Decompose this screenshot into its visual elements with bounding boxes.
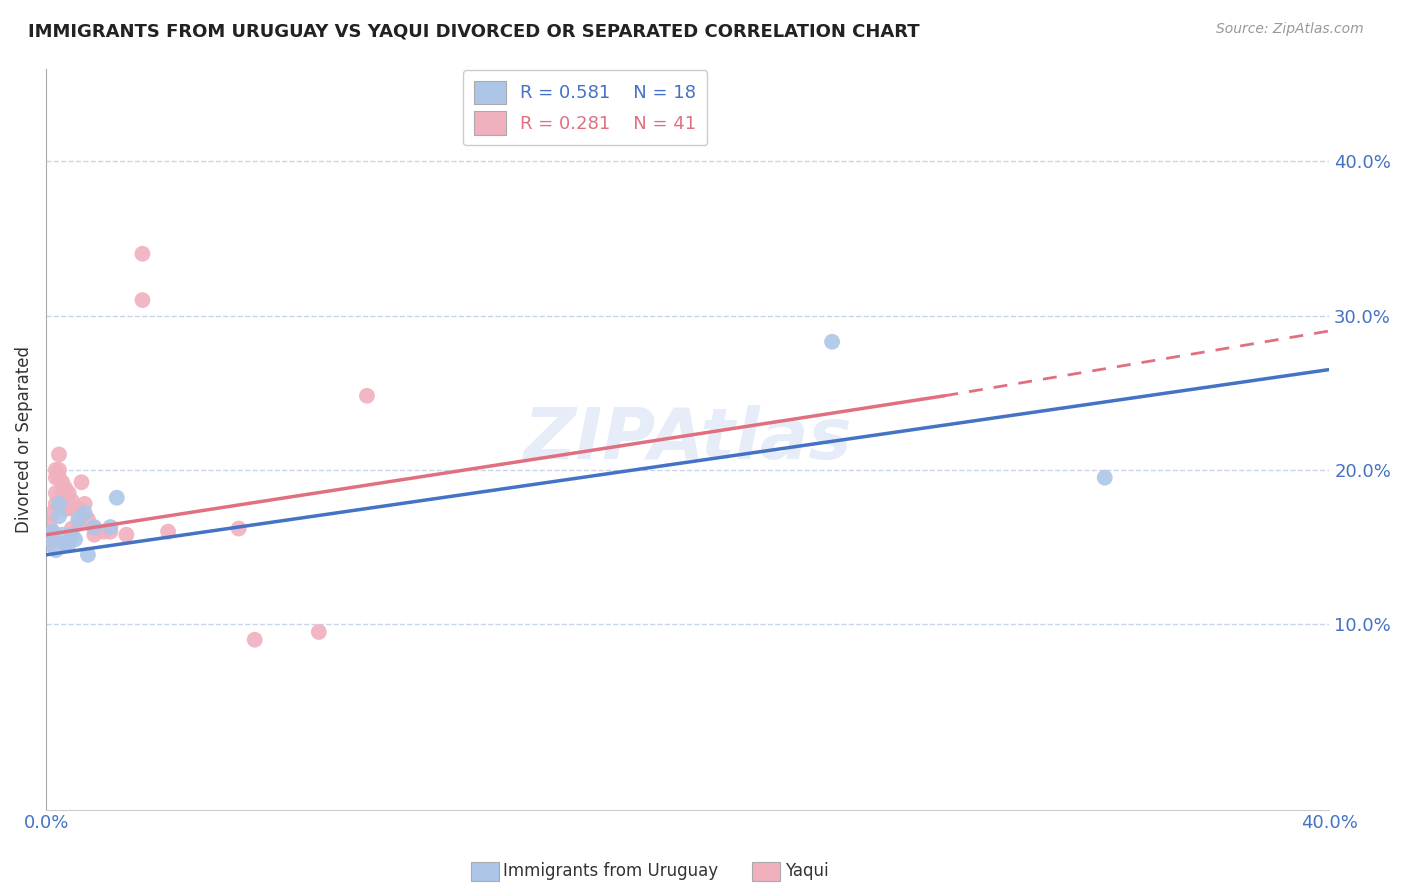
Point xyxy=(105,491,128,505)
Text: IMMIGRANTS FROM URUGUAY VS YAQUI DIVORCED OR SEPARATED CORRELATION CHART: IMMIGRANTS FROM URUGUAY VS YAQUI DIVORCE… xyxy=(28,22,920,40)
Point xyxy=(77,512,100,526)
Point xyxy=(60,527,83,541)
Point xyxy=(58,537,80,551)
Point xyxy=(60,493,83,508)
Point xyxy=(38,537,60,551)
Point xyxy=(356,389,378,403)
Point xyxy=(77,548,100,562)
Point xyxy=(48,470,70,484)
Point xyxy=(38,533,60,547)
Point xyxy=(45,497,67,511)
Legend: R = 0.581    N = 18, R = 0.281    N = 41: R = 0.581 N = 18, R = 0.281 N = 41 xyxy=(463,70,707,145)
Point xyxy=(308,625,330,640)
Point xyxy=(48,447,70,461)
Point xyxy=(55,482,77,496)
Point xyxy=(41,524,63,539)
Point xyxy=(41,524,63,539)
Point xyxy=(51,475,73,490)
Point xyxy=(41,533,63,547)
Point xyxy=(51,527,73,541)
Point xyxy=(38,524,60,539)
Point xyxy=(48,463,70,477)
Point xyxy=(63,501,86,516)
Point xyxy=(83,522,105,536)
Point xyxy=(73,497,96,511)
Point xyxy=(83,520,105,534)
Point xyxy=(83,527,105,541)
Point xyxy=(45,486,67,500)
Point xyxy=(48,497,70,511)
Point xyxy=(45,463,67,477)
Point xyxy=(73,506,96,520)
Point xyxy=(98,520,121,534)
Text: Immigrants from Uruguay: Immigrants from Uruguay xyxy=(503,863,718,880)
Point xyxy=(51,486,73,500)
Point xyxy=(67,516,90,531)
Point xyxy=(38,516,60,531)
Point xyxy=(157,524,180,539)
Point xyxy=(98,524,121,539)
Text: ZIPAtlas: ZIPAtlas xyxy=(523,405,852,474)
Point xyxy=(115,527,138,541)
Point xyxy=(55,501,77,516)
Point xyxy=(63,533,86,547)
Point xyxy=(131,293,153,307)
Point xyxy=(55,537,77,551)
Text: Yaqui: Yaqui xyxy=(785,863,828,880)
Point xyxy=(70,475,93,490)
Point xyxy=(38,527,60,541)
Point xyxy=(58,501,80,516)
Point xyxy=(131,247,153,261)
Y-axis label: Divorced or Separated: Divorced or Separated xyxy=(15,345,32,533)
Point xyxy=(228,522,250,536)
Text: Source: ZipAtlas.com: Source: ZipAtlas.com xyxy=(1216,22,1364,37)
Point xyxy=(60,522,83,536)
Point xyxy=(41,506,63,520)
Point xyxy=(45,543,67,558)
Point xyxy=(67,501,90,516)
Point xyxy=(58,486,80,500)
Point xyxy=(1094,470,1116,484)
Point xyxy=(243,632,266,647)
Point xyxy=(48,509,70,524)
Point xyxy=(821,334,844,349)
Point xyxy=(45,470,67,484)
Point xyxy=(48,497,70,511)
Point xyxy=(93,524,115,539)
Point xyxy=(67,512,90,526)
